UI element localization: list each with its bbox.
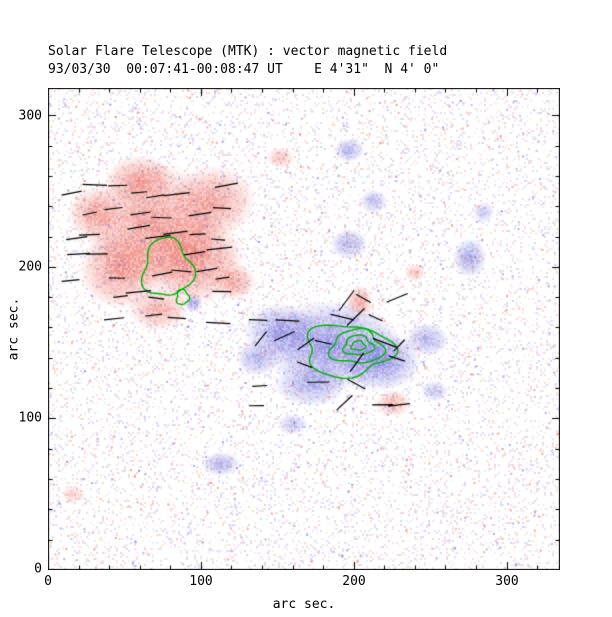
x-axis-title: arc sec. xyxy=(272,597,336,612)
plot-subtitle: 93/03/30 00:07:41-00:08:47 UT E 4'31" N … xyxy=(48,62,440,77)
x-tick-label: 300 xyxy=(495,574,519,589)
y-tick-label: 0 xyxy=(34,561,42,577)
magnetogram-canvas xyxy=(48,88,560,570)
y-axis-title: arc sec. xyxy=(6,297,22,361)
plot-title: Solar Flare Telescope (MTK) : vector mag… xyxy=(48,44,448,59)
x-tick-label: 0 xyxy=(44,574,52,589)
y-tick-label: 200 xyxy=(18,259,42,275)
y-tick-label: 100 xyxy=(18,410,42,426)
y-tick-label: 300 xyxy=(18,108,42,124)
x-tick-label: 100 xyxy=(189,574,213,589)
x-tick-label: 200 xyxy=(342,574,366,589)
